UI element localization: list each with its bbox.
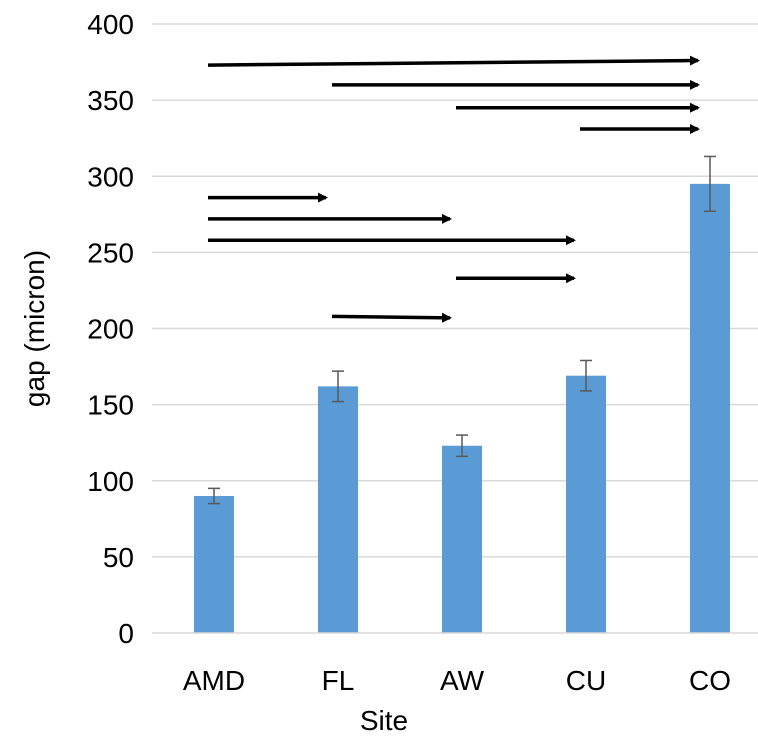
comparison-arrows: [207, 55, 700, 323]
y-tick-label: 50: [103, 542, 134, 573]
y-tick-label: 0: [118, 618, 134, 649]
y-tick-label: 100: [87, 466, 134, 497]
error-bar-amd: [208, 487, 220, 505]
y-axis-ticks: 0 50 100 150 200 250 300 350 400: [87, 9, 134, 649]
x-axis-title: Site: [360, 705, 408, 736]
y-axis-title: gap (micron): [19, 250, 50, 407]
y-tick-label: 400: [87, 9, 134, 40]
y-tick-label: 300: [87, 161, 134, 192]
y-tick-label: 350: [87, 85, 134, 116]
x-tick-label: CO: [689, 665, 731, 696]
bars: [194, 183, 730, 634]
x-tick-label: AW: [440, 665, 485, 696]
comparison-arrow-amd-co: [207, 55, 700, 67]
bar-aw: [442, 445, 482, 633]
x-tick-label: FL: [322, 665, 355, 696]
error-bar-cu: [580, 359, 592, 392]
y-tick-label: 250: [87, 237, 134, 268]
error-bar-co: [704, 155, 716, 213]
error-bars: [208, 155, 716, 505]
bar-amd: [194, 495, 234, 633]
x-tick-label: CU: [566, 665, 606, 696]
y-tick-label: 200: [87, 314, 134, 345]
y-tick-label: 150: [87, 390, 134, 421]
bar-cu: [566, 375, 606, 633]
x-tick-label: AMD: [183, 665, 245, 696]
bar-co: [690, 183, 730, 634]
x-axis-ticks: AMD FL AW CU CO: [183, 665, 731, 696]
comparison-arrow-fl-aw: [331, 312, 452, 323]
error-bar-fl: [332, 370, 344, 403]
gridlines: [152, 23, 758, 558]
error-bar-aw: [456, 434, 468, 458]
bar-fl: [318, 386, 358, 633]
